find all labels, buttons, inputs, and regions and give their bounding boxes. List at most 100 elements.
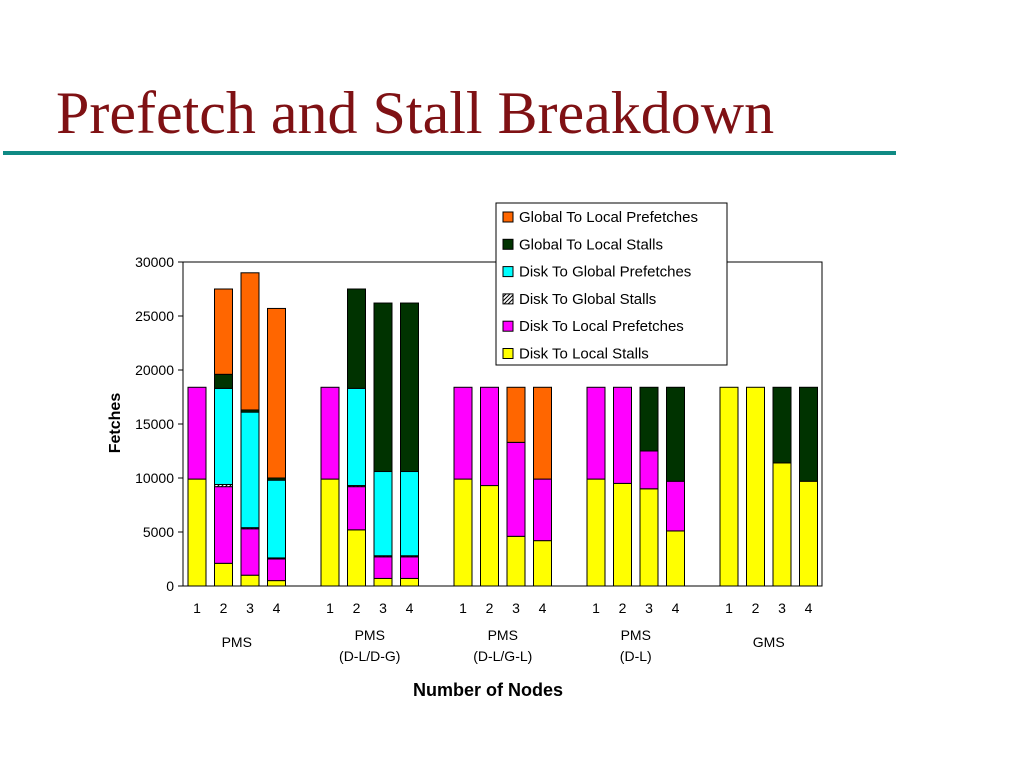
legend-label: Disk To Local Prefetches [519,318,684,335]
bar-segment [613,386,632,484]
bar-segment [214,486,233,564]
x-tick-label: 3 [246,600,254,616]
bar-segment [214,373,233,389]
x-tick-label: 3 [645,600,653,616]
slide-title: Prefetch and Stall Breakdown [56,80,775,146]
bar-segment [453,386,473,480]
bar-segment [533,386,552,480]
bar-segment [719,386,739,587]
axes: Fetches Number of Nodes 0 5000 10000 15000 2… [107,254,813,700]
bar-segment [347,288,366,389]
group-label: (D-L/G-L) [473,648,532,664]
bar-segment [214,288,233,375]
bar-segment [373,577,393,587]
bar-segment [320,478,340,587]
bar-segment [586,386,606,480]
legend-swatch [502,348,514,359]
x-tick-label: 1 [459,600,467,616]
bar-segment [214,562,233,587]
bar-segment [347,486,366,531]
bars [187,272,818,587]
x-tick-label: 2 [486,600,494,616]
bar-segment [506,386,526,443]
bar-segment [533,478,552,542]
x-tick-label: 4 [539,600,547,616]
x-tick-label: 2 [619,600,627,616]
title-divider [3,151,896,155]
bar-segment [666,386,685,482]
bar-segment [214,387,233,485]
bar-segment [267,558,286,582]
bar-segment [320,386,340,480]
y-tick-label: 30000 [135,254,174,270]
bar-segment [639,488,659,587]
legend-swatch [502,238,514,250]
x-tick-label: 3 [512,600,520,616]
bar-segment [453,478,473,587]
bar-segment [240,272,260,411]
bar-segment [267,479,286,559]
bar-segment [666,530,685,587]
y-axis-title: Fetches [107,393,124,454]
bar-segment [772,462,792,587]
bar-segment [639,450,659,490]
bar-segment [666,480,685,532]
group-label: PMS [355,627,385,643]
legend-box [495,202,728,366]
bar-segment [799,480,818,587]
x-tick-label: 4 [672,600,680,616]
group-label: PMS [222,634,252,650]
bar-segment [480,485,499,587]
bar-segment [347,387,366,487]
legend-label: Disk To Global Prefetches [519,264,691,281]
bar-segment [240,528,260,576]
legend-swatch [502,320,514,332]
bar-segment [373,556,393,579]
legend: Global To Local Prefetches Global To Loca… [495,202,728,366]
x-tick-label: 2 [220,600,228,616]
bar-segment [400,302,419,473]
bar-segment [240,411,260,529]
bar-segment [373,471,393,557]
bar-segment [267,580,286,587]
y-tick-label: 5000 [143,524,174,540]
x-axis-title: Number of Nodes [413,680,563,700]
legend-swatch [502,211,514,223]
group-label: PMS [621,627,651,643]
legend-swatch [502,293,514,305]
bar-segment [772,386,792,464]
bar-segment [187,386,207,480]
bar-segment [639,386,659,452]
x-tick-label: 2 [353,600,361,616]
legend-label: Global To Local Prefetches [519,209,698,226]
x-tick-label: 3 [778,600,786,616]
x-tick-label: 4 [406,600,414,616]
bar-segment [613,482,632,587]
legend-swatch [502,266,514,278]
bar-segment [799,386,818,482]
bar-segment [400,577,419,587]
legend-label: Disk To Local Stalls [519,346,649,363]
bar-segment [480,386,499,487]
legend-label: Global To Local Stalls [519,236,663,253]
x-tick-label: 4 [273,600,281,616]
bar-segment [506,441,526,537]
y-tick-label: 0 [166,578,174,594]
group-label: GMS [753,634,785,650]
y-tick-label: 15000 [135,416,174,432]
group-label: (D-L) [620,648,652,664]
x-tick-label: 1 [592,600,600,616]
bar-segment [533,540,552,587]
group-label: PMS [488,627,518,643]
bar-segment [586,478,606,587]
group-label: (D-L/D-G) [339,648,400,664]
bar-segment [347,529,366,587]
bar-segment [373,302,393,473]
x-tick-label: 4 [805,600,813,616]
bar-segment [240,574,260,587]
bar-segment [746,386,765,587]
x-tick-label: 1 [326,600,334,616]
y-tick-label: 10000 [135,470,174,486]
y-tick-label: 20000 [135,362,174,378]
